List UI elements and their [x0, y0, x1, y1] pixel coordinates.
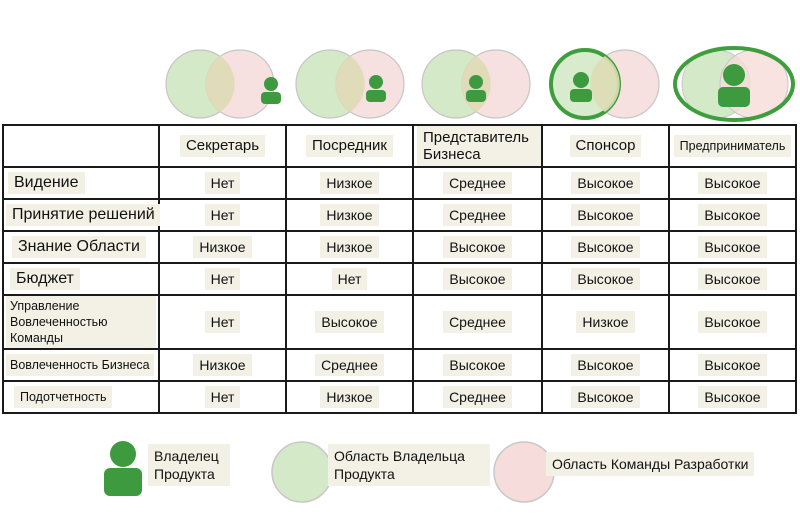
- venn-secretary: [165, 49, 281, 119]
- person-icon: [570, 72, 592, 102]
- table-cell: Среднее: [285, 348, 414, 382]
- table-cell: Низкое: [285, 230, 414, 264]
- table-cell: Высокое: [668, 166, 797, 200]
- table-cell: Высокое: [541, 348, 670, 382]
- table-cell: Среднее: [412, 166, 543, 200]
- column-header-sponsor: Спонсор: [541, 124, 670, 168]
- table-cell: Высокое: [668, 262, 797, 296]
- table-row: Подотчетность Нет Низкое Среднее Высокое…: [2, 380, 797, 414]
- table-cell: Низкое: [285, 198, 414, 232]
- owner-area-swatch: [271, 441, 333, 503]
- table-cell: Высокое: [285, 294, 414, 350]
- legend: Владелец Продукта Область Владельца Прод…: [0, 430, 800, 521]
- table-cell: Низкое: [285, 166, 414, 200]
- row-label: Видение: [2, 166, 160, 200]
- table-cell: Среднее: [412, 294, 543, 350]
- table-cell: Высокое: [668, 380, 797, 414]
- person-icon: [466, 75, 486, 102]
- column-header-secretary: Секретарь: [158, 124, 287, 168]
- row-label: Вовлеченность Бизнеса: [2, 348, 160, 382]
- table-row: Знание Области Низкое Низкое Высокое Выс…: [2, 230, 797, 264]
- table-cell: Высокое: [541, 262, 670, 296]
- table-row: Бюджет Нет Нет Высокое Высокое Высокое: [2, 262, 797, 296]
- table-cell: Высокое: [668, 348, 797, 382]
- corner-cell: [2, 124, 160, 168]
- table-cell: Высокое: [412, 262, 543, 296]
- table-cell: Низкое: [541, 294, 670, 350]
- person-icon: [718, 64, 750, 107]
- row-label: Знание Области: [2, 230, 160, 264]
- table-cell: Нет: [158, 294, 287, 350]
- table-cell: Нет: [158, 262, 287, 296]
- row-label: Принятие решений: [2, 198, 161, 232]
- table-row: Управление Вовлеченностью Команды Нет Вы…: [2, 294, 797, 350]
- table-cell: Высокое: [412, 348, 543, 382]
- column-header-entrepreneur: Предприниматель: [668, 124, 797, 168]
- table-cell: Низкое: [285, 380, 414, 414]
- venn-row: [0, 0, 800, 125]
- table-cell: Высокое: [541, 166, 670, 200]
- row-label: Управление Вовлеченностью Команды: [2, 294, 160, 350]
- table-cell: Нет: [285, 262, 414, 296]
- legend-team-area-label: Область Команды Разработки: [546, 452, 755, 476]
- venn-business-rep: [421, 49, 531, 119]
- table-cell: Высокое: [541, 380, 670, 414]
- table-cell: Нет: [158, 166, 287, 200]
- table-cell: Высокое: [668, 230, 797, 264]
- row-label: Бюджет: [2, 262, 160, 296]
- table-cell: Высокое: [668, 198, 797, 232]
- table-cell: Высокое: [541, 230, 670, 264]
- column-header-mediator: Посредник: [285, 124, 414, 168]
- table-cell: Низкое: [158, 230, 287, 264]
- product-owner-person-icon: [104, 441, 142, 496]
- table-cell: Среднее: [412, 380, 543, 414]
- table-cell: Нет: [158, 380, 287, 414]
- header-row: Секретарь Посредник Представитель Бизнес…: [2, 124, 797, 168]
- comparison-table: Секретарь Посредник Представитель Бизнес…: [2, 124, 797, 414]
- table-cell: Среднее: [412, 198, 543, 232]
- table-cell: Высокое: [668, 294, 797, 350]
- venn-entrepreneur: [673, 46, 795, 122]
- table-row: Видение Нет Низкое Среднее Высокое Высок…: [2, 166, 797, 200]
- table-cell: Высокое: [541, 198, 670, 232]
- person-icon: [261, 77, 281, 104]
- table-cell: Высокое: [412, 230, 543, 264]
- table-cell: Низкое: [158, 348, 287, 382]
- legend-owner-area-label: Область Владельца Продукта: [328, 444, 490, 486]
- table-cell: Нет: [158, 198, 287, 232]
- table-row: Принятие решений Нет Низкое Среднее Высо…: [2, 198, 797, 232]
- legend-owner-label: Владелец Продукта: [148, 444, 230, 486]
- venn-mediator: [295, 49, 405, 119]
- column-header-business-rep: Представитель Бизнеса: [412, 124, 543, 168]
- person-icon: [366, 75, 386, 102]
- table-row: Вовлеченность Бизнеса Низкое Среднее Выс…: [2, 348, 797, 382]
- venn-sponsor: [549, 48, 660, 120]
- row-label: Подотчетность: [2, 380, 160, 414]
